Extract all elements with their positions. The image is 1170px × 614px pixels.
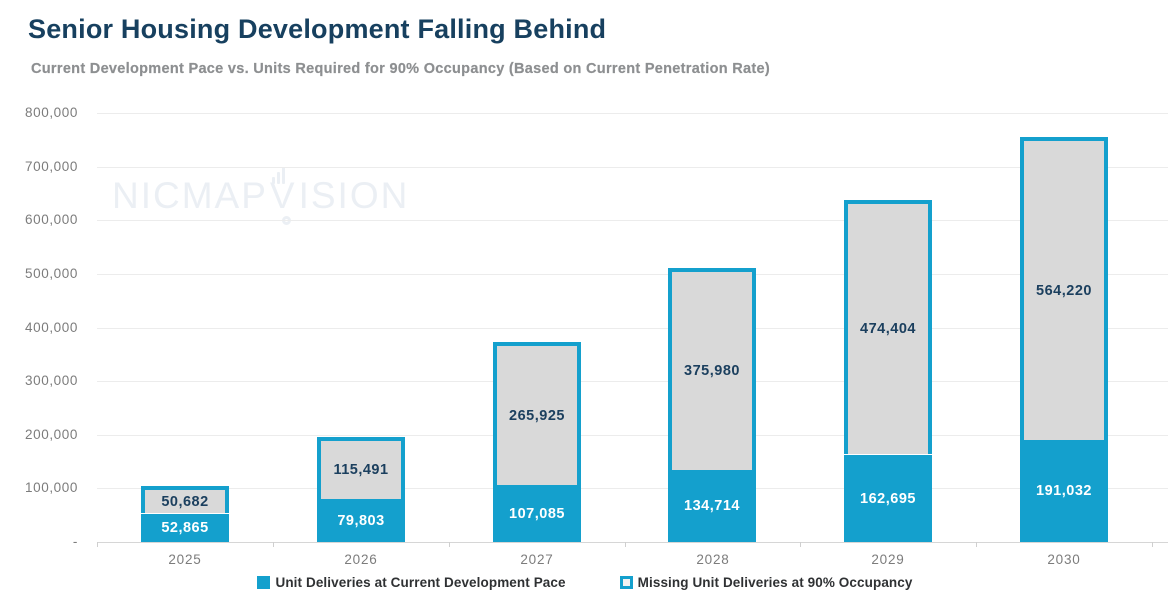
bar-segment-missing-units[interactable]: 265,925: [493, 342, 581, 485]
bar-value-label-missing-units: 265,925: [509, 407, 565, 424]
x-axis-category-label: 2026: [344, 552, 378, 567]
legend-item-label: Missing Unit Deliveries at 90% Occupancy: [637, 575, 913, 590]
bar-value-label-missing-units: 115,491: [333, 462, 389, 478]
bar-value-label-current-pace: 79,803: [337, 512, 385, 529]
x-axis-tick: [800, 542, 801, 547]
bar-segment-current-pace[interactable]: 162,695: [844, 455, 932, 542]
chart-title: Senior Housing Development Falling Behin…: [28, 14, 607, 44]
y-axis-tick-label: 600,000: [25, 212, 78, 227]
bar-value-label-missing-units: 474,404: [860, 321, 916, 337]
legend-item-label: Unit Deliveries at Current Development P…: [275, 575, 566, 590]
gridline: [97, 381, 1168, 382]
watermark-sparkline-bars-icon: [271, 167, 285, 184]
bar-segment-missing-units[interactable]: 115,491: [317, 437, 405, 499]
gridline: [97, 274, 1168, 275]
bar-segment-current-pace[interactable]: 79,803: [317, 499, 405, 542]
x-axis-category-label: 2030: [1047, 552, 1081, 567]
nicmap-vision-watermark-logo: NICMAP V ISION: [112, 167, 410, 225]
bar-value-label-missing-units: 50,682: [161, 493, 209, 510]
x-axis-category-label: 2025: [168, 552, 202, 567]
chart-subtitle: Current Development Pace vs. Units Requi…: [31, 61, 770, 77]
x-axis-category-label: 2027: [520, 552, 554, 567]
x-axis-category-label: 2028: [696, 552, 730, 567]
x-axis-tick: [97, 542, 98, 547]
bar-segment-missing-units[interactable]: 375,980: [668, 268, 756, 470]
bar-segment-current-pace[interactable]: 107,085: [493, 485, 581, 542]
bar-value-label-current-pace: 107,085: [509, 505, 565, 522]
watermark-text-pre: NICMAP: [112, 175, 268, 216]
x-axis-tick: [1152, 542, 1153, 547]
y-axis-tick-label: 100,000: [25, 480, 78, 495]
x-axis-tick: [449, 542, 450, 547]
bar-value-label-current-pace: 134,714: [684, 498, 740, 514]
gridline: [97, 488, 1168, 489]
y-axis-tick-label: 200,000: [25, 427, 78, 442]
gridline: [97, 328, 1168, 329]
y-axis-tick-label: 400,000: [25, 320, 78, 335]
bar-segment-missing-units[interactable]: 564,220: [1020, 137, 1108, 440]
bar-segment-current-pace[interactable]: 191,032: [1020, 440, 1108, 542]
gridline: [97, 220, 1168, 221]
x-axis-tick: [273, 542, 274, 547]
y-axis-tick-label: 800,000: [25, 105, 78, 120]
legend-item[interactable]: Unit Deliveries at Current Development P…: [257, 575, 566, 590]
x-axis-category-label: 2029: [871, 552, 905, 567]
x-axis-baseline: [97, 542, 1168, 543]
bar-value-label-current-pace: 162,695: [860, 490, 916, 507]
x-axis-tick: [625, 542, 626, 547]
gridline: [97, 113, 1168, 114]
bar-value-label-current-pace: 191,032: [1036, 483, 1092, 499]
bar-segment-current-pace[interactable]: 134,714: [668, 470, 756, 542]
gridline: [97, 435, 1168, 436]
y-axis-tick-label: 700,000: [25, 159, 78, 174]
watermark-text-post: ISION: [298, 175, 410, 216]
watermark-vision-icon: V: [270, 167, 297, 225]
bar-value-label-missing-units: 564,220: [1036, 282, 1092, 299]
chart-legend: Unit Deliveries at Current Development P…: [0, 575, 1170, 590]
x-axis-tick: [976, 542, 977, 547]
gridline: [97, 167, 1168, 168]
bar-value-label-current-pace: 52,865: [161, 520, 209, 536]
legend-item[interactable]: Missing Unit Deliveries at 90% Occupancy: [619, 575, 913, 590]
legend-solid-square-icon: [257, 576, 271, 589]
y-axis-tick-label: 300,000: [25, 373, 78, 388]
bar-segment-missing-units[interactable]: 474,404: [844, 200, 932, 454]
bar-segment-current-pace[interactable]: 52,865: [141, 514, 229, 542]
legend-outlined-square-icon: [619, 576, 633, 589]
y-axis-tick-label: -: [72, 534, 78, 549]
bar-value-label-missing-units: 375,980: [684, 363, 740, 379]
bar-segment-missing-units[interactable]: 50,682: [141, 486, 229, 513]
y-axis-tick-label: 500,000: [25, 266, 78, 281]
